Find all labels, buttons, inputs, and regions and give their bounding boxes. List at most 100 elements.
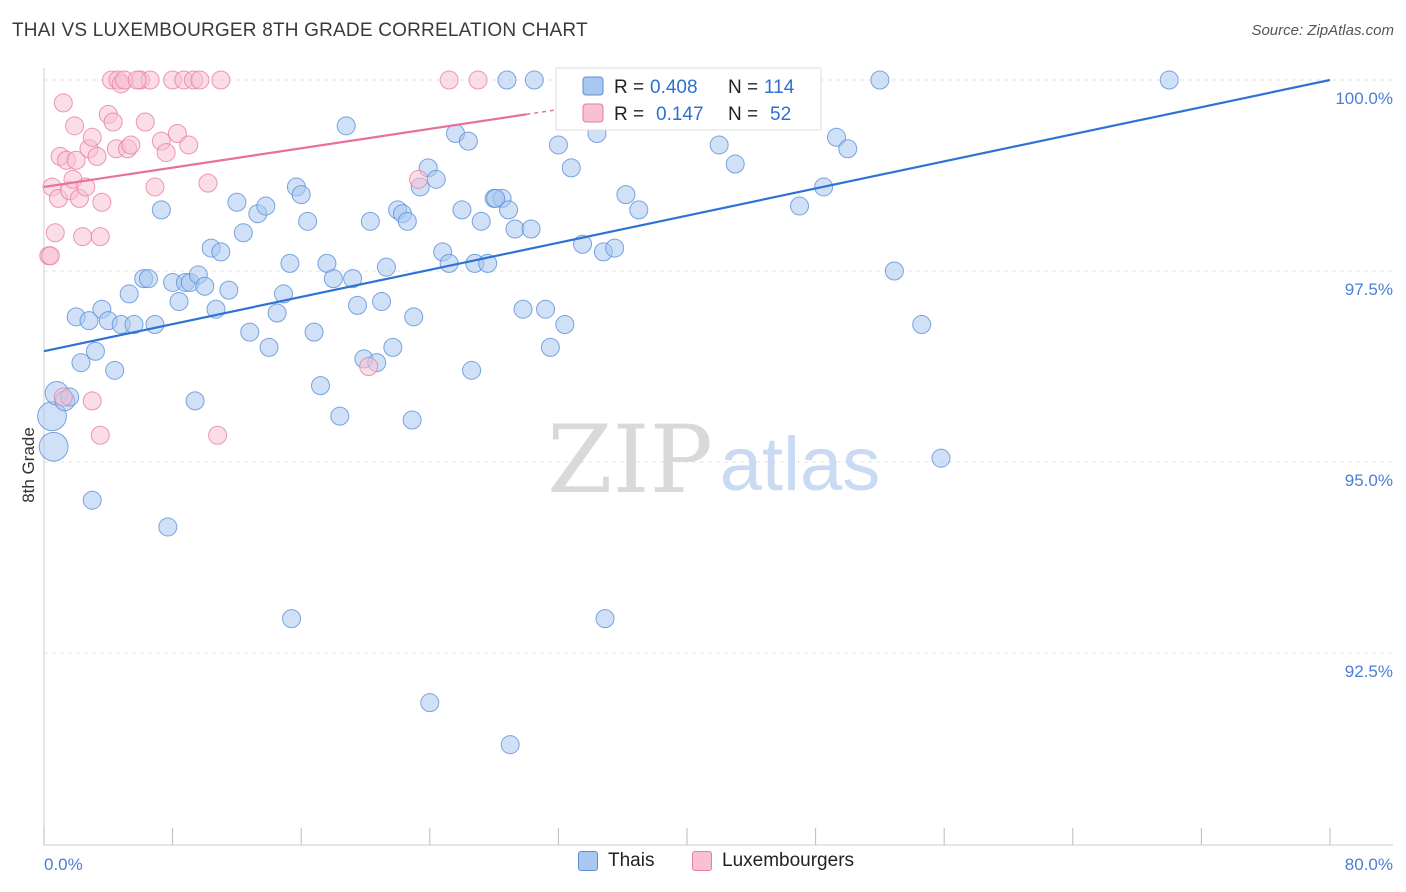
point-thais[interactable] <box>498 71 516 89</box>
point-thais[interactable] <box>337 117 355 135</box>
point-luxembourgers[interactable] <box>83 392 101 410</box>
point-thais[interactable] <box>791 197 809 215</box>
point-thais[interactable] <box>377 258 395 276</box>
point-thais[interactable] <box>120 285 138 303</box>
point-thais[interactable] <box>292 186 310 204</box>
point-thais[interactable] <box>384 338 402 356</box>
point-thais[interactable] <box>617 186 635 204</box>
point-luxembourgers[interactable] <box>122 136 140 154</box>
point-thais[interactable] <box>305 323 323 341</box>
point-thais[interactable] <box>152 201 170 219</box>
point-thais[interactable] <box>186 392 204 410</box>
point-thais[interactable] <box>72 354 90 372</box>
point-luxembourgers[interactable] <box>199 174 217 192</box>
point-thais[interactable] <box>196 277 214 295</box>
point-luxembourgers[interactable] <box>88 147 106 165</box>
point-luxembourgers[interactable] <box>46 224 64 242</box>
point-thais[interactable] <box>299 212 317 230</box>
point-thais[interactable] <box>463 361 481 379</box>
point-thais[interactable] <box>427 170 445 188</box>
point-thais[interactable] <box>525 71 543 89</box>
point-luxembourgers[interactable] <box>41 247 59 265</box>
point-thais[interactable] <box>726 155 744 173</box>
point-thais[interactable] <box>257 197 275 215</box>
point-thais[interactable] <box>501 736 519 754</box>
point-thais[interactable] <box>170 293 188 311</box>
point-thais[interactable] <box>556 315 574 333</box>
point-luxembourgers[interactable] <box>91 228 109 246</box>
point-thais[interactable] <box>1160 71 1178 89</box>
point-thais[interactable] <box>913 315 931 333</box>
point-luxembourgers[interactable] <box>54 94 72 112</box>
point-thais[interactable] <box>281 254 299 272</box>
point-luxembourgers[interactable] <box>157 144 175 162</box>
legend-item-luxembourgers[interactable]: Luxembourgers <box>692 850 854 872</box>
point-thais[interactable] <box>348 296 366 314</box>
point-thais[interactable] <box>234 224 252 242</box>
point-luxembourgers[interactable] <box>180 136 198 154</box>
point-thais[interactable] <box>159 518 177 536</box>
point-thais[interactable] <box>241 323 259 341</box>
point-thais[interactable] <box>403 411 421 429</box>
point-thais[interactable] <box>562 159 580 177</box>
point-thais[interactable] <box>373 293 391 311</box>
point-thais[interactable] <box>487 189 505 207</box>
point-thais[interactable] <box>106 361 124 379</box>
point-thais[interactable] <box>541 338 559 356</box>
point-thais[interactable] <box>146 315 164 333</box>
point-thais[interactable] <box>39 432 68 461</box>
point-thais[interactable] <box>522 220 540 238</box>
point-luxembourgers[interactable] <box>128 71 146 89</box>
point-thais[interactable] <box>405 308 423 326</box>
point-luxembourgers[interactable] <box>146 178 164 196</box>
point-thais[interactable] <box>212 243 230 261</box>
point-thais[interactable] <box>472 212 490 230</box>
point-thais[interactable] <box>139 270 157 288</box>
point-thais[interactable] <box>606 239 624 257</box>
point-thais[interactable] <box>549 136 567 154</box>
point-luxembourgers[interactable] <box>91 426 109 444</box>
point-thais[interactable] <box>885 262 903 280</box>
point-luxembourgers[interactable] <box>136 113 154 131</box>
point-luxembourgers[interactable] <box>360 358 378 376</box>
point-thais[interactable] <box>871 71 889 89</box>
point-thais[interactable] <box>283 610 301 628</box>
point-thais[interactable] <box>331 407 349 425</box>
point-thais[interactable] <box>459 132 477 150</box>
legend-n-value-thais: 114 <box>764 77 795 98</box>
legend-item-thais[interactable]: Thais <box>578 850 654 872</box>
point-luxembourgers[interactable] <box>93 193 111 211</box>
point-thais[interactable] <box>506 220 524 238</box>
point-thais[interactable] <box>839 140 857 158</box>
point-thais[interactable] <box>932 449 950 467</box>
point-luxembourgers[interactable] <box>191 71 209 89</box>
point-thais[interactable] <box>311 377 329 395</box>
point-thais[interactable] <box>537 300 555 318</box>
point-luxembourgers[interactable] <box>104 113 122 131</box>
point-luxembourgers[interactable] <box>469 71 487 89</box>
point-thais[interactable] <box>398 212 416 230</box>
point-luxembourgers[interactable] <box>440 71 458 89</box>
point-thais[interactable] <box>710 136 728 154</box>
point-thais[interactable] <box>324 270 342 288</box>
point-thais[interactable] <box>260 338 278 356</box>
point-thais[interactable] <box>220 281 238 299</box>
point-thais[interactable] <box>83 491 101 509</box>
legend-swatch <box>692 851 712 871</box>
point-thais[interactable] <box>421 694 439 712</box>
point-thais[interactable] <box>268 304 286 322</box>
point-thais[interactable] <box>514 300 532 318</box>
point-luxembourgers[interactable] <box>209 426 227 444</box>
point-thais[interactable] <box>361 212 379 230</box>
point-luxembourgers[interactable] <box>410 170 428 188</box>
point-thais[interactable] <box>596 610 614 628</box>
point-thais[interactable] <box>630 201 648 219</box>
point-luxembourgers[interactable] <box>212 71 230 89</box>
point-luxembourgers[interactable] <box>83 128 101 146</box>
point-luxembourgers[interactable] <box>66 117 84 135</box>
point-thais[interactable] <box>228 193 246 211</box>
point-luxembourgers[interactable] <box>74 228 92 246</box>
point-thais[interactable] <box>86 342 104 360</box>
point-luxembourgers[interactable] <box>54 388 72 406</box>
point-thais[interactable] <box>453 201 471 219</box>
